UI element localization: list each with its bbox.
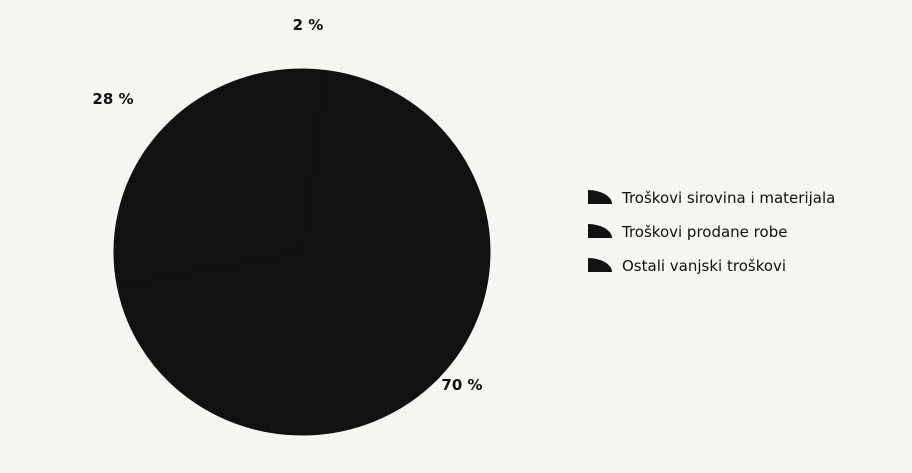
legend-label-2: Troškovi prodane robe [621, 223, 787, 241]
legend-label-1: Troškovi sirovina i materijala [621, 189, 835, 207]
pie-slice-2 [116, 69, 491, 436]
slice-value-label-1: 2 % [293, 16, 324, 34]
slice-value-label-2: 70 % [441, 376, 482, 394]
legend-swatch-2 [588, 224, 612, 238]
legend: Troškovi sirovina i materijala Troškovi p… [588, 189, 835, 275]
pie-slice-3 [113, 68, 303, 287]
legend-swatch-1 [588, 190, 612, 204]
slice-value-label-3: 28 % [92, 90, 133, 108]
legend-swatch-3 [588, 258, 612, 272]
pie-slices [113, 68, 491, 436]
slice-value-labels: 2 % 70 % 28 % [92, 16, 482, 394]
legend-label-3: Ostali vanjski troškovi [622, 257, 786, 275]
